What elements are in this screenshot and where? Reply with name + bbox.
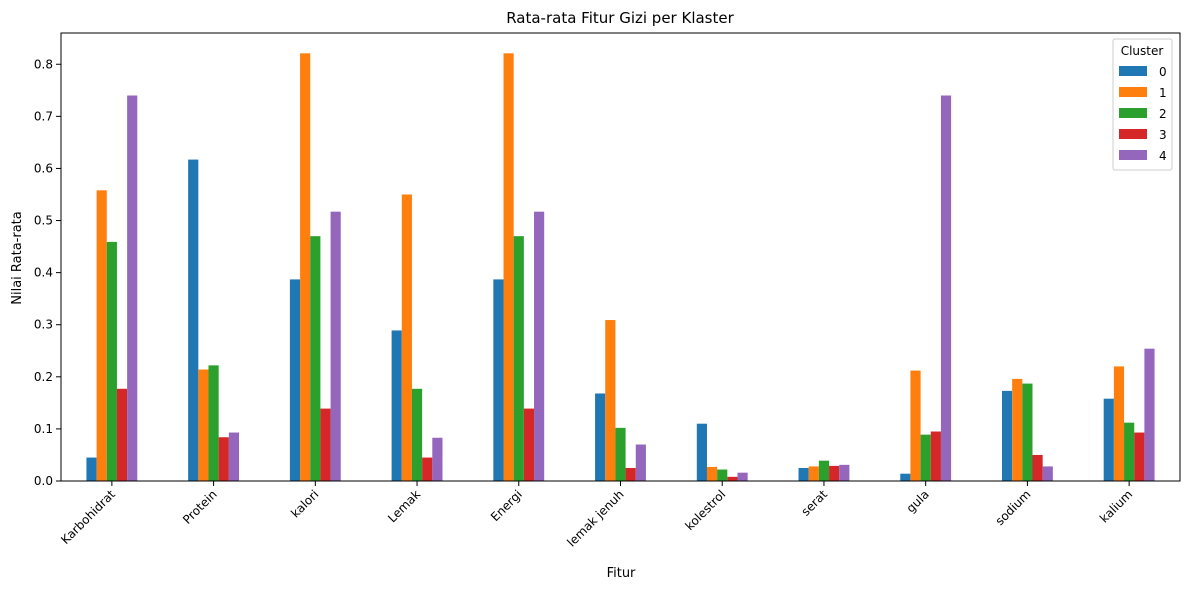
bar-cluster-0 [391, 330, 402, 481]
x-tick-label: kolestrol [682, 487, 728, 533]
x-tick-label: serat [799, 487, 831, 519]
bar-cluster-0 [696, 423, 707, 481]
bar-cluster-0 [493, 279, 504, 481]
bar-cluster-1 [503, 53, 514, 481]
bar-cluster-3 [320, 408, 331, 481]
bar-cluster-2 [208, 365, 219, 481]
bar-cluster-3 [218, 437, 229, 481]
legend-swatch [1119, 87, 1147, 97]
bar-cluster-4 [330, 211, 341, 481]
bar-cluster-0 [798, 467, 809, 481]
legend-entry-label: 0 [1159, 65, 1167, 79]
bar-cluster-3 [930, 431, 941, 481]
bar-cluster-1 [605, 320, 616, 481]
x-tick-label: Protein [180, 487, 220, 527]
legend-entry-label: 4 [1159, 149, 1167, 163]
y-tick-label: 0.1 [34, 422, 53, 436]
bar-cluster-4 [1144, 348, 1155, 481]
bar-cluster-2 [920, 434, 931, 481]
bar-cluster-2 [1124, 422, 1135, 481]
bar-cluster-1 [401, 194, 412, 481]
y-tick-label: 0.2 [34, 370, 53, 384]
y-tick-label: 0.3 [34, 318, 53, 332]
bar-cluster-2 [615, 427, 626, 481]
x-tick-label: kalori [288, 487, 321, 520]
legend-swatch [1119, 129, 1147, 139]
x-axis: Karbohidrat Protein kalori Lemak Energi lemak… [58, 481, 1135, 549]
legend-swatch [1119, 66, 1147, 76]
y-tick-label: 0.6 [34, 161, 53, 175]
bar-cluster-4 [737, 472, 748, 481]
legend-swatch [1119, 108, 1147, 118]
y-tick-label: 0.7 [34, 109, 53, 123]
bars-group [86, 53, 1155, 481]
bar-cluster-1 [1113, 366, 1125, 481]
bar-cluster-2 [310, 236, 321, 481]
bar-cluster-1 [300, 53, 311, 481]
bar-cluster-4 [839, 464, 850, 481]
bar-cluster-4 [534, 211, 545, 481]
y-tick-label: 0.4 [34, 266, 53, 280]
legend-entry-label: 3 [1159, 128, 1167, 142]
legend-entry-label: 2 [1159, 107, 1167, 121]
x-tick-label: lemak jenuh [564, 487, 626, 549]
bar-cluster-4 [635, 444, 646, 481]
bar-cluster-2 [106, 241, 117, 481]
y-tick-label: 0.8 [34, 57, 53, 71]
bar-cluster-2 [411, 388, 423, 481]
legend-swatch [1119, 150, 1147, 160]
y-axis: 0.0 0.1 0.2 0.3 0.4 0.5 0.6 0.7 0.8 [34, 57, 61, 488]
legend-title: Cluster [1121, 44, 1164, 58]
bar-cluster-4 [228, 432, 240, 481]
bar-cluster-3 [116, 388, 128, 481]
bar-cluster-1 [96, 190, 107, 481]
bar-cluster-3 [1032, 454, 1043, 481]
bar-cluster-3 [625, 467, 636, 481]
bar-cluster-2 [717, 469, 728, 481]
x-tick-label: Energi [488, 487, 525, 524]
x-axis-label: Fitur [607, 566, 636, 581]
bar-cluster-0 [595, 393, 606, 481]
bar-cluster-2 [513, 236, 524, 481]
legend: Cluster 0 1 2 3 4 [1112, 38, 1173, 171]
bar-cluster-3 [523, 408, 535, 481]
bar-cluster-4 [1042, 466, 1053, 481]
y-tick-label: 0.5 [34, 214, 53, 228]
bar-cluster-3 [422, 457, 433, 481]
bar-cluster-1 [910, 370, 921, 481]
bar-cluster-0 [188, 159, 199, 481]
bar-cluster-1 [706, 466, 718, 481]
x-tick-label: kalium [1097, 487, 1135, 525]
y-tick-label: 0.0 [34, 474, 53, 488]
bar-cluster-2 [818, 460, 830, 481]
bar-cluster-4 [940, 95, 952, 481]
bar-cluster-0 [1103, 398, 1114, 481]
x-tick-label: sodium [993, 487, 1034, 528]
bar-cluster-4 [432, 437, 443, 481]
bar-cluster-0 [1001, 390, 1013, 481]
chart-title: Rata-rata Fitur Gizi per Klaster [506, 9, 734, 27]
bar-cluster-1 [808, 466, 819, 481]
bar-cluster-3 [727, 476, 738, 481]
x-tick-label: gula [904, 487, 932, 515]
bar-cluster-0 [289, 279, 301, 481]
y-axis-label: Nilai Rata-rata [10, 211, 25, 305]
bar-cluster-4 [127, 95, 138, 481]
bar-cluster-0 [900, 473, 911, 481]
bar-cluster-0 [86, 457, 97, 481]
legend-entry-label: 1 [1159, 86, 1167, 100]
bar-cluster-3 [829, 465, 840, 481]
x-tick-label: Lemak [385, 487, 423, 525]
x-tick-label: Karbohidrat [58, 487, 118, 547]
bar-cluster-1 [198, 369, 209, 481]
bar-cluster-1 [1012, 378, 1023, 481]
bar-cluster-3 [1134, 432, 1145, 481]
bar-cluster-2 [1022, 383, 1033, 481]
plot-frame [60, 32, 1181, 482]
